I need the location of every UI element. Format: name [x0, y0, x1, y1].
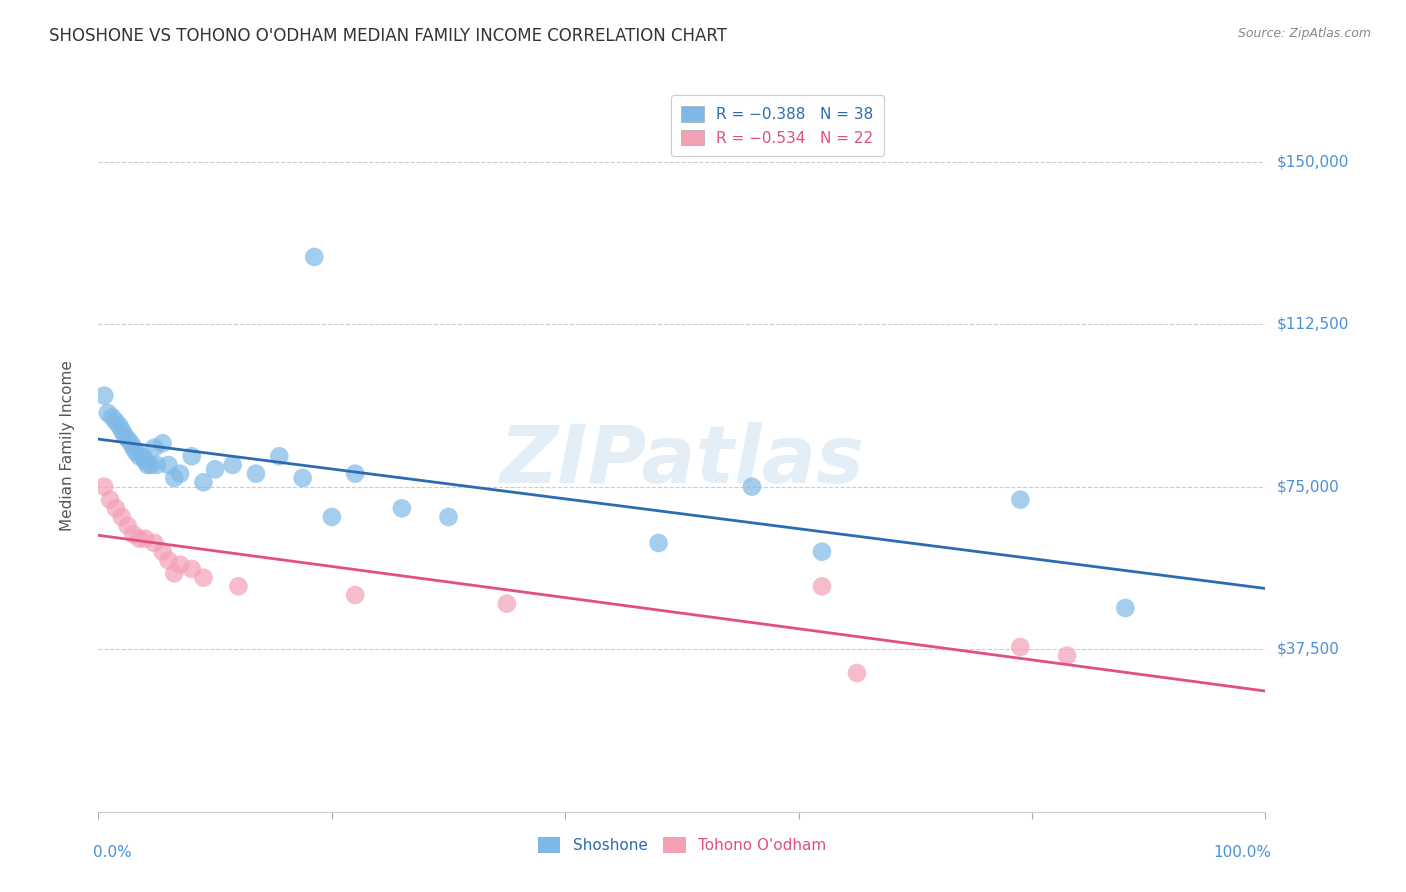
Point [117, 518, 139, 533]
Point [180, 450, 202, 464]
Point [136, 458, 159, 472]
Point [291, 471, 314, 485]
Point [157, 553, 180, 567]
Point [811, 579, 834, 593]
Legend: Shoshone, Tohono O'odham: Shoshone, Tohono O'odham [531, 830, 832, 859]
Point [204, 462, 226, 476]
Point [122, 527, 145, 541]
Point [169, 558, 191, 572]
Text: SHOSHONE VS TOHONO O'ODHAM MEDIAN FAMILY INCOME CORRELATION CHART: SHOSHONE VS TOHONO O'ODHAM MEDIAN FAMILY… [49, 27, 727, 45]
Point [143, 536, 166, 550]
Point [193, 475, 215, 490]
Point [163, 566, 186, 581]
Point [1010, 492, 1032, 507]
Y-axis label: Median Family Income: Median Family Income [60, 360, 75, 532]
Point [93, 389, 115, 403]
Point [152, 544, 174, 558]
Point [134, 453, 156, 467]
Text: 100.0%: 100.0% [1213, 845, 1271, 860]
Point [111, 423, 134, 437]
Point [304, 250, 326, 264]
Point [97, 406, 120, 420]
Point [108, 419, 131, 434]
Point [391, 501, 413, 516]
Point [104, 415, 127, 429]
Point [245, 467, 267, 481]
Text: Source: ZipAtlas.com: Source: ZipAtlas.com [1237, 27, 1371, 40]
Point [169, 467, 191, 481]
Point [437, 510, 460, 524]
Point [146, 458, 169, 472]
Point [139, 458, 162, 472]
Text: $37,500: $37,500 [1277, 641, 1340, 657]
Point [344, 588, 367, 602]
Point [496, 597, 519, 611]
Point [221, 458, 243, 472]
Point [344, 467, 367, 481]
Text: ZIPatlas: ZIPatlas [499, 422, 865, 500]
Point [104, 501, 127, 516]
Point [647, 536, 669, 550]
Point [1056, 648, 1078, 663]
Point [152, 436, 174, 450]
Point [134, 532, 156, 546]
Point [93, 480, 115, 494]
Point [846, 666, 869, 681]
Point [132, 450, 155, 464]
Point [143, 441, 166, 455]
Point [111, 510, 134, 524]
Point [122, 441, 145, 455]
Point [811, 544, 834, 558]
Point [128, 450, 150, 464]
Text: $150,000: $150,000 [1277, 154, 1348, 169]
Point [163, 471, 186, 485]
Text: $75,000: $75,000 [1277, 479, 1340, 494]
Point [120, 436, 142, 450]
Text: 0.0%: 0.0% [93, 845, 131, 860]
Point [112, 427, 135, 442]
Point [321, 510, 343, 524]
Point [125, 445, 148, 459]
Point [741, 480, 763, 494]
Point [157, 458, 180, 472]
Point [228, 579, 250, 593]
Point [1010, 640, 1032, 654]
Text: $112,500: $112,500 [1277, 317, 1348, 332]
Point [101, 410, 124, 425]
Point [193, 571, 215, 585]
Point [128, 532, 150, 546]
Point [117, 432, 139, 446]
Point [98, 492, 121, 507]
Point [180, 562, 202, 576]
Point [1114, 601, 1136, 615]
Point [269, 450, 291, 464]
